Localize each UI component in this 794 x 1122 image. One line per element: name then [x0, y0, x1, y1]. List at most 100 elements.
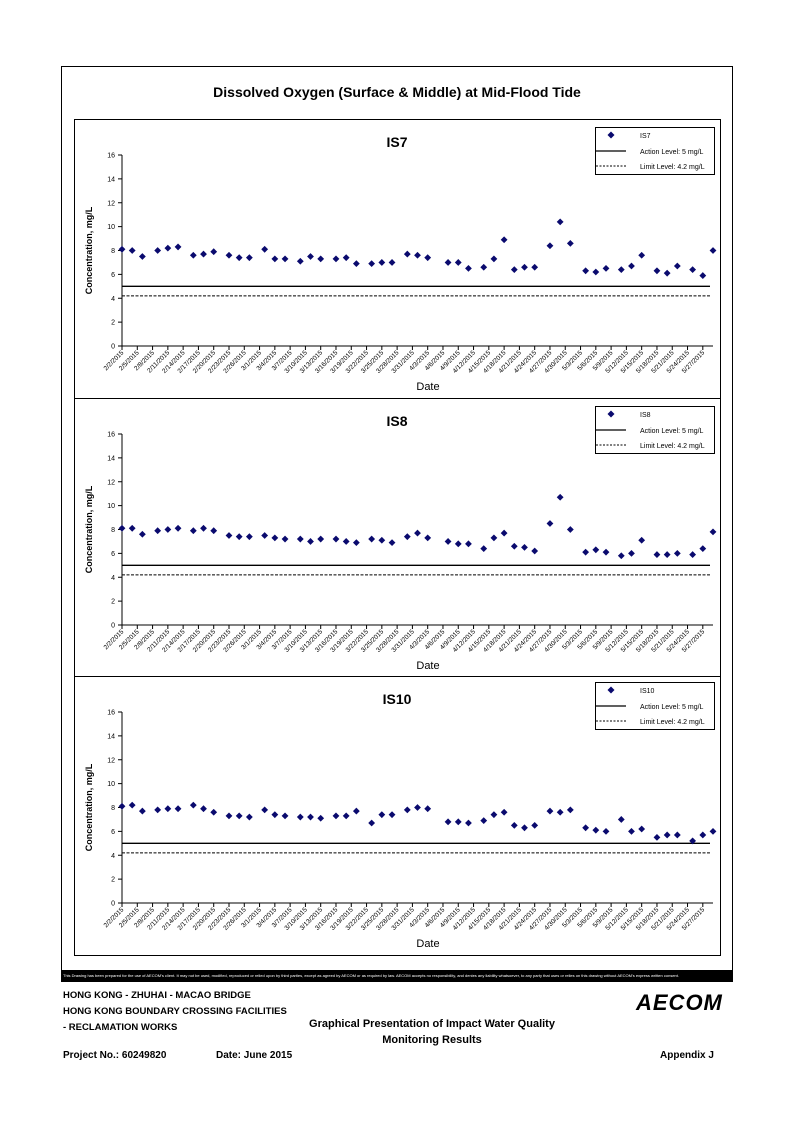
data-point	[689, 551, 697, 558]
legend-series-label: IS7	[640, 132, 651, 140]
y-tick-label: 6	[111, 829, 115, 836]
presentation-title-line2: Monitoring Results	[382, 1034, 482, 1046]
y-axis-label: Concentration, mg/L	[84, 763, 94, 851]
y-tick-label: 10	[107, 781, 115, 788]
data-point	[261, 245, 269, 253]
data-point	[531, 263, 539, 271]
y-tick-label: 10	[107, 503, 115, 510]
data-point	[118, 802, 126, 810]
chart-title: IS7	[386, 134, 407, 150]
data-point	[307, 813, 314, 821]
data-point	[189, 527, 197, 535]
data-point	[480, 545, 488, 552]
y-tick-label: 8	[111, 527, 115, 534]
x-axis-label: Date	[416, 381, 439, 393]
data-point	[378, 811, 386, 819]
data-point	[454, 818, 462, 826]
dashed-line-icon	[596, 444, 626, 446]
y-tick-label: 2	[111, 877, 115, 884]
data-point	[200, 805, 207, 813]
solid-line-icon	[596, 705, 626, 707]
data-point	[424, 254, 432, 262]
data-point	[592, 268, 600, 276]
dashed-line-icon	[596, 720, 626, 722]
data-point	[490, 534, 498, 542]
legend-is7: IS7 Action Level: 5 mg/L Limit Level: 4.…	[595, 127, 715, 175]
data-point	[582, 548, 590, 556]
data-point	[378, 259, 386, 266]
data-point	[235, 533, 243, 541]
data-point	[414, 251, 421, 259]
data-point	[709, 528, 717, 536]
data-point	[638, 825, 646, 833]
data-point	[138, 807, 146, 815]
data-point	[424, 805, 432, 813]
data-point	[444, 818, 452, 826]
data-point	[271, 255, 279, 263]
chart-panel-is8: IS8 0 2 4 6 8 10 12 14 16 Concentration, mg/L 2/2/2…	[74, 398, 721, 677]
data-point	[628, 549, 635, 557]
data-point	[368, 535, 376, 543]
data-point	[235, 812, 243, 820]
data-point	[200, 524, 207, 532]
data-point	[602, 265, 610, 272]
data-point	[617, 552, 625, 560]
y-tick-label: 4	[111, 853, 115, 860]
data-point	[490, 255, 498, 263]
data-point	[174, 805, 182, 813]
data-point	[510, 542, 518, 550]
data-point	[582, 267, 590, 275]
data-point	[174, 243, 182, 251]
y-tick-label: 0	[111, 344, 115, 351]
disclaimer-bar: This Drawing has been prepared for the u…	[61, 970, 733, 982]
data-point	[388, 811, 396, 819]
data-point	[480, 263, 488, 271]
diamond-marker-icon	[607, 410, 615, 418]
data-point	[271, 811, 279, 819]
data-point	[414, 529, 421, 537]
data-point	[617, 816, 625, 823]
data-point	[602, 548, 610, 556]
legend-action-label: Action Level: 5 mg/L	[640, 148, 704, 156]
data-point	[490, 811, 498, 819]
data-point	[245, 813, 253, 821]
data-point	[531, 547, 539, 555]
y-tick-label: 16	[107, 153, 115, 160]
y-axis-label: Concentration, mg/L	[84, 206, 94, 294]
data-point	[582, 824, 590, 832]
data-point	[653, 551, 661, 558]
y-tick-label: 0	[111, 901, 115, 908]
data-point	[444, 538, 452, 545]
x-axis-label: Date	[416, 660, 439, 672]
legend-is10: IS10 Action Level: 5 mg/L Limit Level: 4…	[595, 682, 715, 730]
document-date: Date: June 2015	[216, 1050, 293, 1061]
data-point	[638, 536, 646, 544]
y-tick-label: 0	[111, 623, 115, 630]
data-point	[281, 255, 289, 263]
data-point	[210, 527, 218, 535]
legend-series-label: IS10	[640, 687, 655, 695]
data-point	[200, 250, 207, 258]
data-point	[531, 822, 539, 829]
data-point	[673, 831, 681, 839]
data-point	[174, 524, 182, 532]
y-tick-label: 6	[111, 272, 115, 279]
data-point	[317, 535, 325, 543]
data-point	[138, 530, 146, 538]
data-point	[164, 805, 172, 813]
data-point	[210, 808, 218, 816]
y-tick-label: 14	[107, 455, 115, 462]
data-point	[138, 253, 146, 260]
data-point	[307, 253, 314, 260]
data-point	[546, 520, 554, 527]
footer-project-line1: HONG KONG - ZHUHAI - MACAO BRIDGE	[63, 990, 251, 1001]
data-point	[154, 247, 162, 254]
data-point	[673, 549, 681, 557]
data-point	[663, 269, 671, 277]
legend-is8: IS8 Action Level: 5 mg/L Limit Level: 4.…	[595, 406, 715, 454]
data-point	[128, 524, 136, 532]
data-point	[403, 250, 411, 258]
data-point	[500, 808, 508, 816]
